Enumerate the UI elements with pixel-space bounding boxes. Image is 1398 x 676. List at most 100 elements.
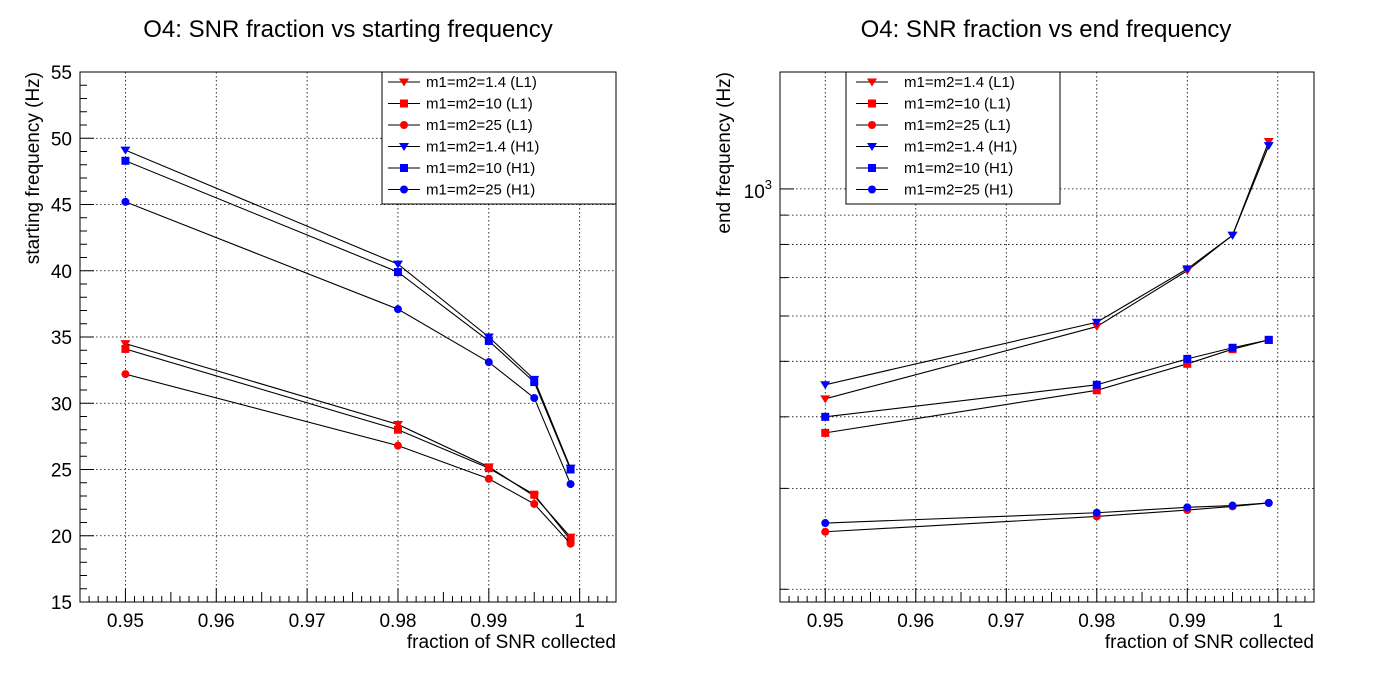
y-tick-label: 15 (51, 593, 72, 614)
data-point (1264, 335, 1273, 344)
y-axis-title: starting frequency (Hz) (23, 72, 44, 264)
legend-item: m1=m2=1.4 (L1) (388, 74, 537, 91)
legend-box (381, 71, 617, 205)
series-5 (821, 498, 1273, 528)
legend-marker (400, 185, 408, 194)
legend-marker (400, 164, 408, 172)
data-point (530, 490, 539, 499)
data-point (1228, 343, 1237, 352)
data-point (1183, 359, 1192, 368)
data-point (566, 465, 575, 474)
series-line (825, 339, 1269, 434)
data-point (530, 393, 539, 402)
data-point (566, 539, 575, 548)
legend-label: m1=m2=25 (H1) (904, 182, 1013, 199)
series-4 (121, 156, 575, 474)
legend-item: m1=m2=10 (H1) (856, 160, 1013, 177)
data-point (120, 146, 131, 155)
legend-label: m1=m2=25 (L1) (426, 117, 533, 134)
legend-box (845, 71, 1061, 205)
data-point (821, 527, 830, 536)
data-point (393, 441, 402, 450)
series-1 (121, 344, 575, 544)
y-tick-label: 40 (51, 262, 72, 283)
legend-marker (867, 143, 877, 151)
data-point (393, 268, 402, 277)
legend-label: m1=m2=10 (L1) (426, 96, 533, 113)
y-tick-label: 30 (51, 394, 72, 415)
y-tick-label: 45 (51, 196, 72, 217)
data-point (484, 464, 493, 473)
y-tick-label: 25 (51, 461, 72, 482)
legend-label: m1=m2=1.4 (L1) (904, 74, 1015, 91)
y-tick-label: 50 (51, 129, 72, 150)
data-point (1227, 231, 1238, 240)
legend-item: m1=m2=25 (L1) (856, 117, 1011, 134)
data-point (1092, 508, 1101, 517)
y-tick-label-base: 10 (744, 182, 765, 203)
x-tick-label: 0.98 (379, 611, 416, 632)
data-point (1091, 323, 1102, 332)
legend-marker (868, 185, 876, 194)
y-axis-title: end frequency (Hz) (714, 72, 735, 234)
series-0 (120, 340, 576, 542)
data-point (1183, 503, 1192, 512)
data-point (1183, 354, 1192, 363)
legend-label: m1=m2=10 (H1) (904, 160, 1013, 177)
data-point (484, 358, 493, 367)
series-1 (821, 335, 1273, 437)
data-point (566, 480, 575, 489)
series-line (125, 373, 571, 545)
data-point (392, 420, 403, 429)
data-point (1092, 386, 1101, 395)
series-line (125, 343, 571, 538)
data-point (484, 474, 493, 483)
data-point (393, 305, 402, 314)
legend: m1=m2=1.4 (L1) m1=m2=10 (L1) m1=m2=25 (L1)… (381, 71, 617, 205)
legend-item: m1=m2=1.4 (H1) (856, 139, 1017, 156)
data-point (1228, 501, 1237, 510)
legend: m1=m2=1.4 (L1) m1=m2=10 (L1) m1=m2=25 (L1)… (845, 71, 1061, 205)
series-line (125, 201, 572, 485)
data-point (820, 395, 831, 404)
legend-marker (399, 143, 409, 151)
chart-title: O4: SNR fraction vs end frequency (861, 16, 1232, 43)
data-point (392, 260, 403, 269)
y-axis-ticks (780, 188, 794, 590)
legend-label: m1=m2=10 (H1) (426, 160, 535, 177)
data-point (121, 197, 130, 206)
series-line (125, 348, 572, 541)
legend-item: m1=m2=1.4 (L1) (856, 74, 1015, 91)
y-tick-label: 35 (51, 328, 72, 349)
x-axis-ticks (79, 588, 617, 602)
legend-marker (400, 99, 408, 108)
legend-marker (868, 121, 876, 129)
series-line (825, 339, 1269, 418)
legend-label: m1=m2=1.4 (H1) (904, 139, 1017, 156)
data-point (530, 378, 539, 387)
legend-marker (400, 121, 408, 129)
legend-item: m1=m2=1.4 (H1) (388, 139, 539, 156)
x-tick-label: 0.97 (988, 611, 1025, 632)
y-tick-label-exponent: 3 (765, 177, 772, 192)
data-point (1263, 137, 1274, 146)
legend-label: m1=m2=25 (L1) (904, 117, 1011, 134)
data-point (820, 381, 831, 390)
legend-marker (867, 78, 877, 87)
data-point (120, 340, 131, 349)
y-tick-label: 20 (51, 527, 72, 548)
y-tick-label: 55 (51, 63, 72, 84)
legend-label: m1=m2=10 (L1) (904, 96, 1011, 113)
legend-label: m1=m2=1.4 (H1) (426, 139, 539, 156)
x-tick-label: 0.99 (470, 611, 507, 632)
legend-item: m1=m2=10 (L1) (856, 96, 1011, 113)
data-point (121, 344, 130, 353)
x-tick-label: 0.96 (198, 611, 235, 632)
x-tick-label: 0.99 (1169, 611, 1206, 632)
data-point (530, 499, 539, 508)
x-axis-ticks (779, 588, 1315, 602)
series-2 (821, 498, 1273, 536)
data-point (821, 428, 830, 437)
end-frequency-chart: O4: SNR fraction vs end frequency 0.95 0.9… (714, 16, 1315, 653)
y-tick-label: 103 (744, 177, 772, 203)
